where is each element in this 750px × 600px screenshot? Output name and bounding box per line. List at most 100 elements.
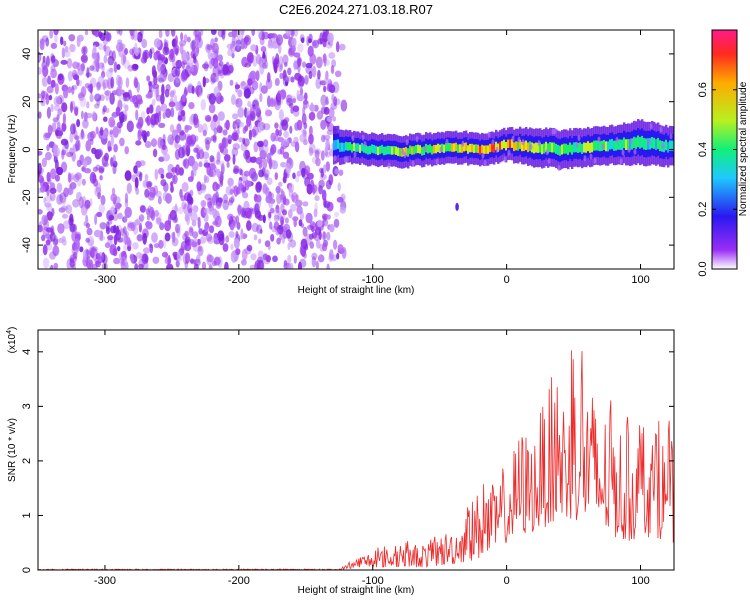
noise-speckle — [282, 151, 290, 159]
noise-speckle — [265, 78, 273, 90]
signal-band-core — [373, 145, 376, 154]
noise-speckle — [185, 252, 191, 264]
noise-speckle — [213, 86, 220, 98]
noise-speckle — [124, 170, 132, 181]
signal-band-core — [547, 143, 550, 154]
noise-speckle — [234, 84, 241, 90]
noise-speckle — [38, 93, 42, 99]
noise-speckle — [284, 217, 289, 224]
signal-band-core — [371, 144, 374, 153]
noise-speckle — [227, 213, 234, 221]
noise-speckle — [175, 59, 183, 69]
noise-speckle — [182, 253, 189, 265]
noise-speckle — [256, 54, 262, 65]
signal-band-core — [589, 142, 592, 153]
spectrogram-ytick-label: 20 — [21, 96, 33, 108]
noise-speckle — [202, 151, 210, 160]
noise-speckle — [217, 70, 224, 77]
noise-speckle — [256, 259, 265, 269]
noise-speckle — [69, 43, 76, 53]
noise-speckle — [64, 45, 69, 53]
noise-speckle — [46, 184, 50, 197]
noise-speckle — [217, 230, 225, 242]
noise-speckle — [63, 87, 69, 99]
noise-speckle — [223, 193, 228, 204]
noise-speckle — [242, 126, 247, 134]
noise-speckle — [118, 88, 123, 101]
noise-speckle — [158, 77, 165, 83]
noise-speckle — [282, 138, 290, 147]
noise-speckle — [310, 223, 318, 232]
noise-speckle — [297, 75, 303, 83]
noise-speckle — [301, 61, 307, 68]
noise-speckle — [164, 232, 171, 242]
noise-speckle — [151, 98, 156, 106]
noise-speckle — [325, 41, 333, 49]
noise-speckle — [127, 222, 135, 229]
spectrogram-marks — [38, 30, 674, 269]
signal-band-core — [635, 137, 638, 149]
noise-speckle — [218, 60, 224, 67]
signal-speckle — [491, 139, 495, 146]
noise-speckle — [108, 116, 116, 128]
signal-speckle — [351, 135, 355, 142]
signal-band-core — [641, 135, 644, 148]
noise-speckle — [109, 92, 115, 105]
noise-speckle — [227, 139, 232, 145]
noise-speckle — [263, 139, 269, 148]
signal-band-core — [539, 142, 542, 153]
noise-speckle — [259, 228, 263, 234]
noise-speckle — [222, 243, 229, 252]
signal-band-core — [485, 145, 488, 154]
noise-speckle — [304, 76, 309, 85]
noise-speckle — [299, 133, 307, 143]
noise-speckle — [62, 113, 66, 125]
noise-speckle — [279, 215, 286, 221]
noise-speckle — [50, 42, 58, 50]
noise-speckle — [46, 204, 53, 212]
noise-speckle — [46, 227, 54, 233]
noise-speckle — [154, 168, 159, 181]
noise-speckle — [162, 111, 166, 120]
snr-xtick-label: 0 — [504, 575, 510, 587]
signal-band-core — [471, 143, 474, 153]
noise-speckle — [190, 212, 198, 222]
signal-band-core — [583, 142, 586, 153]
noise-speckle — [246, 115, 252, 127]
noise-speckle — [313, 208, 318, 218]
signal-band-core — [607, 141, 610, 152]
noise-speckle — [198, 246, 202, 252]
noise-speckle — [309, 241, 315, 249]
noise-speckle — [158, 30, 163, 39]
noise-speckle — [46, 211, 53, 221]
signal-band-core — [343, 142, 346, 152]
noise-speckle — [174, 134, 180, 144]
signal-speckle — [589, 153, 593, 160]
noise-speckle — [124, 104, 129, 112]
noise-speckle — [79, 131, 86, 140]
noise-speckle — [308, 143, 316, 154]
colorbar-tick-label: 0.2 — [697, 202, 709, 217]
noise-speckle — [288, 262, 294, 269]
noise-speckle — [135, 109, 139, 121]
noise-speckle — [336, 252, 340, 260]
noise-speckle — [213, 233, 218, 242]
noise-speckle — [297, 43, 304, 53]
signal-band-core — [505, 142, 508, 151]
noise-speckle — [38, 162, 42, 175]
signal-speckle — [619, 158, 623, 165]
noise-speckle — [172, 231, 176, 243]
noise-speckle — [307, 224, 314, 230]
noise-speckle — [285, 162, 291, 174]
noise-speckle — [53, 30, 58, 35]
noise-speckle — [249, 104, 254, 114]
noise-speckle — [144, 188, 150, 198]
signal-band-core — [381, 144, 384, 154]
noise-speckle — [299, 245, 304, 256]
signal-band-core — [605, 141, 608, 152]
noise-speckle — [146, 213, 150, 221]
noise-speckle — [278, 229, 284, 235]
noise-speckle — [116, 42, 124, 52]
noise-speckle — [177, 207, 184, 215]
noise-speckle — [293, 52, 301, 58]
